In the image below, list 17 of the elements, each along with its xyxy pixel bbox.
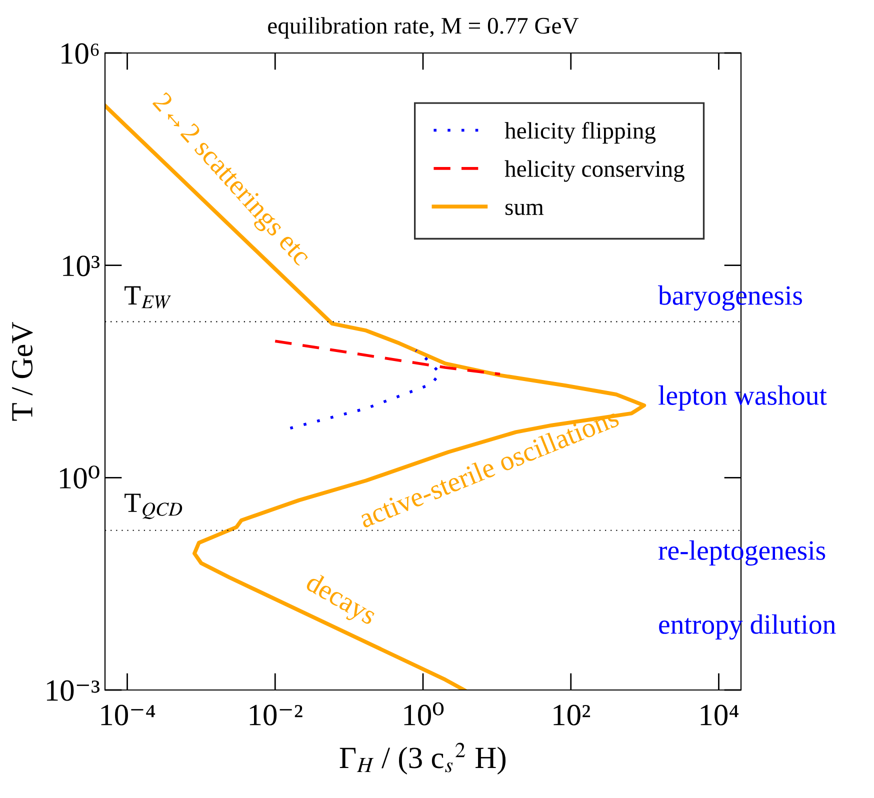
chart-title: equilibration rate, M = 0.77 GeV xyxy=(268,17,579,39)
y-tick-label: 10⁶ xyxy=(62,43,99,64)
y-tick-label: 10⁻³ xyxy=(46,680,100,701)
x-tick-label: 10⁴ xyxy=(700,704,738,726)
y-tick-label: 10³ xyxy=(63,256,100,276)
legend-label: helicity flipping xyxy=(504,122,656,144)
x-tick-label: 10⁰ xyxy=(404,702,444,726)
x-tick-label: 10⁻⁴ xyxy=(101,704,156,726)
legend-label: sum xyxy=(506,204,544,216)
ref-line-label: T$_{QCD}$ xyxy=(124,494,182,520)
x-tick-label: 10² xyxy=(554,704,590,726)
legend-label: helicity conserving xyxy=(504,160,684,182)
x-tick-label: 10⁻² xyxy=(250,704,302,726)
ref-line-label: T$_{EW}$ xyxy=(124,286,171,309)
x-axis-title: Γ$_{H}$ / (3 c$_{s}$$^{2}$ H) xyxy=(340,742,506,774)
y-axis-title: T / GeV xyxy=(12,322,33,421)
y-tick-label: 10⁰ xyxy=(60,466,100,489)
